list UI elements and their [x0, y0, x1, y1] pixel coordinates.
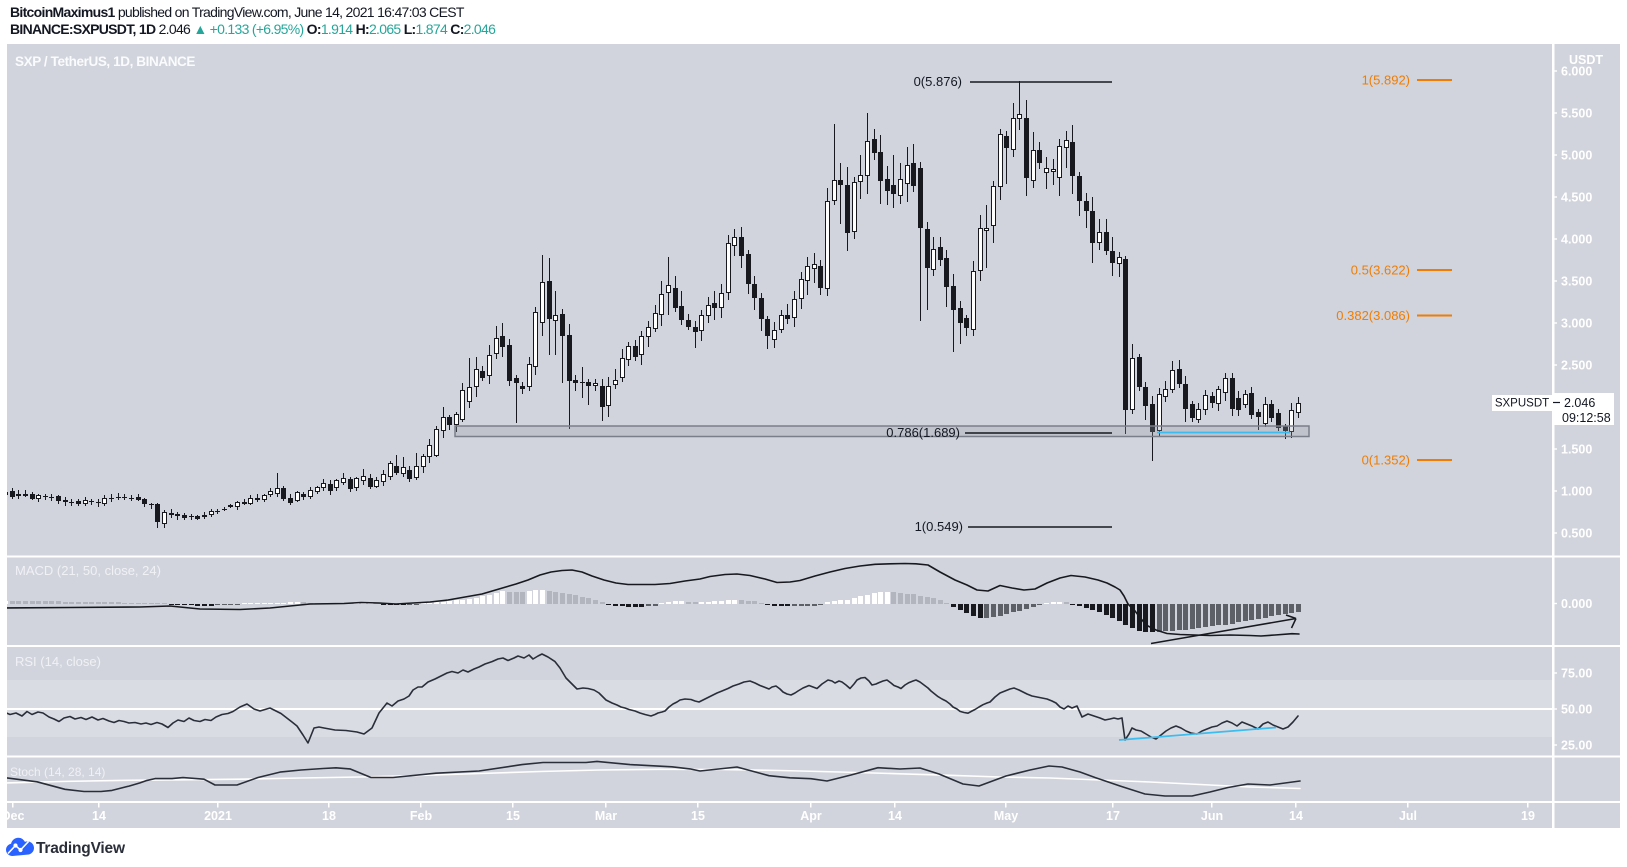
svg-text:1(0.549): 1(0.549) [915, 519, 963, 534]
svg-text:Jun: Jun [1201, 809, 1223, 823]
svg-text:SXPUSDT: SXPUSDT [1495, 398, 1549, 410]
svg-text:14: 14 [1289, 809, 1303, 823]
svg-text:0.000: 0.000 [1561, 597, 1592, 611]
svg-text:Dec: Dec [2, 809, 25, 823]
svg-text:5.500: 5.500 [1561, 107, 1592, 121]
svg-text:18: 18 [322, 809, 336, 823]
svg-text:15: 15 [691, 809, 705, 823]
svg-text:3.500: 3.500 [1561, 275, 1592, 289]
svg-text:Feb: Feb [410, 809, 433, 823]
svg-text:May: May [994, 809, 1018, 823]
svg-text:25.00: 25.00 [1561, 739, 1592, 753]
svg-text:3.000: 3.000 [1561, 317, 1592, 331]
svg-text:0.786(1.689): 0.786(1.689) [886, 425, 960, 440]
svg-text:14: 14 [92, 809, 106, 823]
svg-text:09:12:58: 09:12:58 [1562, 411, 1611, 425]
svg-text:Apr: Apr [800, 809, 822, 823]
svg-text:75.00: 75.00 [1561, 667, 1592, 681]
svg-text:BINANCE:SXPUSDT, 1D 2.046 ▲ +: BINANCE:SXPUSDT, 1D 2.046 ▲ +0.133 (+6.9… [10, 21, 496, 37]
svg-text:Mar: Mar [595, 809, 617, 823]
svg-text:1.500: 1.500 [1561, 443, 1592, 457]
svg-text:14: 14 [888, 809, 902, 823]
svg-text:0.5(3.622): 0.5(3.622) [1351, 263, 1410, 278]
svg-text:17: 17 [1106, 809, 1120, 823]
svg-text:USDT: USDT [1569, 53, 1603, 67]
svg-text:MACD (21, 50, close, 24): MACD (21, 50, close, 24) [15, 563, 161, 578]
svg-text:2.046: 2.046 [1564, 396, 1595, 410]
svg-text:19: 19 [1521, 809, 1535, 823]
svg-text:SXP / TetherUS, 1D, BINANCE: SXP / TetherUS, 1D, BINANCE [15, 54, 195, 69]
svg-text:0.382(3.086): 0.382(3.086) [1336, 308, 1410, 323]
svg-text:1.000: 1.000 [1561, 485, 1592, 499]
svg-text:0.500: 0.500 [1561, 527, 1592, 541]
svg-text:1(5.892): 1(5.892) [1362, 73, 1410, 88]
svg-text:RSI (14, close): RSI (14, close) [15, 654, 101, 669]
svg-text:4.500: 4.500 [1561, 191, 1592, 205]
svg-text:2.500: 2.500 [1561, 359, 1592, 373]
svg-text:TradingView: TradingView [36, 840, 126, 857]
svg-text:BitcoinMaximus1 published on T: BitcoinMaximus1 published on TradingView… [10, 4, 465, 20]
svg-text:6.000: 6.000 [1561, 65, 1592, 79]
svg-text:0(1.352): 0(1.352) [1362, 453, 1410, 468]
svg-text:15: 15 [506, 809, 520, 823]
svg-text:Jul: Jul [1399, 809, 1417, 823]
svg-text:0(5.876): 0(5.876) [914, 74, 962, 89]
svg-text:5.000: 5.000 [1561, 149, 1592, 163]
svg-text:Stoch (14, 28, 14): Stoch (14, 28, 14) [10, 765, 105, 779]
svg-text:2021: 2021 [204, 809, 232, 823]
svg-text:4.000: 4.000 [1561, 233, 1592, 247]
svg-text:50.00: 50.00 [1561, 703, 1592, 717]
